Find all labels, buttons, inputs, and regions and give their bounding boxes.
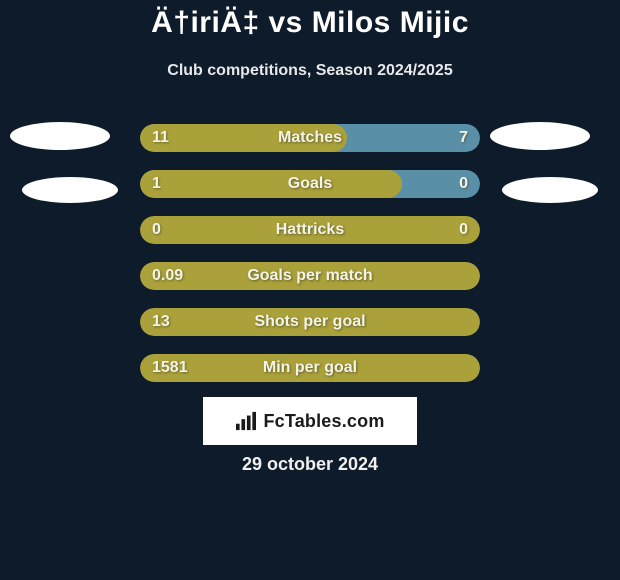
stat-label: Hattricks: [140, 216, 480, 244]
stat-row: 1581Min per goal: [140, 354, 480, 382]
stat-row: 0.09Goals per match: [140, 262, 480, 290]
bars-icon: [235, 411, 257, 431]
stat-label: Min per goal: [140, 354, 480, 382]
stat-label: Shots per goal: [140, 308, 480, 336]
generated-date: 29 october 2024: [0, 454, 620, 475]
stat-label: Goals: [140, 170, 480, 198]
avatar-player1-a: [10, 122, 110, 150]
stat-row: 00Hattricks: [140, 216, 480, 244]
stat-row: 10Goals: [140, 170, 480, 198]
stat-row: 13Shots per goal: [140, 308, 480, 336]
stat-row: 117Matches: [140, 124, 480, 152]
avatar-player2-a: [490, 122, 590, 150]
comparison-card: Ä†iriÄ‡ vs Milos Mijic Club competitions…: [0, 0, 620, 580]
avatar-player1-b: [22, 177, 118, 203]
avatar-player2-b: [502, 177, 598, 203]
brand-badge[interactable]: FcTables.com: [203, 397, 417, 445]
brand-text: FcTables.com: [263, 411, 384, 432]
page-title: Ä†iriÄ‡ vs Milos Mijic: [0, 6, 620, 40]
stat-label: Goals per match: [140, 262, 480, 290]
subtitle: Club competitions, Season 2024/2025: [0, 62, 620, 80]
stat-label: Matches: [140, 124, 480, 152]
